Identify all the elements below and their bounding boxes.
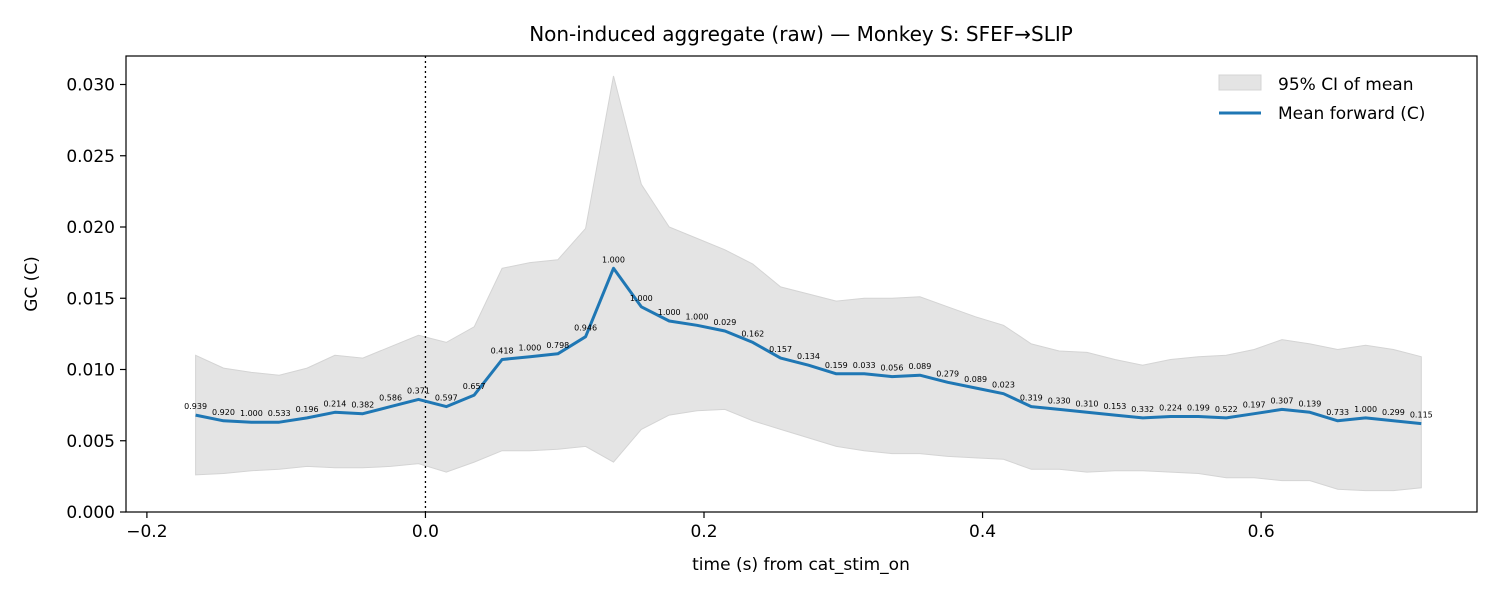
x-axis-label: time (s) from cat_stim_on xyxy=(692,555,910,575)
point-label: 1.000 xyxy=(658,308,681,317)
point-labels-layer: 0.939 0.920 1.000 0.533 0.196 0.214 0.382 0.586… xyxy=(184,255,1433,419)
point-label: 0.139 xyxy=(1298,399,1321,408)
y-axis-label: GC (C) xyxy=(22,256,42,312)
point-label: 1.000 xyxy=(630,294,653,303)
point-label: 1.000 xyxy=(1354,405,1377,414)
mean-line-layer xyxy=(195,266,1422,426)
point-label: 0.522 xyxy=(1215,405,1238,414)
point-label: 0.279 xyxy=(936,369,959,378)
point-label: 0.153 xyxy=(1103,402,1126,411)
point-label: 0.332 xyxy=(1131,405,1154,414)
x-tick-label: 0.0 xyxy=(412,522,439,542)
x-tick-label: −0.2 xyxy=(126,522,167,542)
point-label: 0.199 xyxy=(1187,404,1210,413)
y-tick-label: 0.015 xyxy=(66,289,115,309)
legend-label-mean: Mean forward (C) xyxy=(1278,104,1425,124)
y-tick-label: 0.010 xyxy=(66,361,115,381)
point-label: 0.056 xyxy=(881,364,904,373)
point-label: 0.224 xyxy=(1159,404,1182,413)
point-label: 0.920 xyxy=(212,408,235,417)
point-label: 1.000 xyxy=(518,344,541,353)
point-label: 0.597 xyxy=(435,394,458,403)
y-tick-label: 0.020 xyxy=(66,218,115,238)
legend-swatch-ci xyxy=(1218,74,1262,91)
y-tick-label: 0.005 xyxy=(66,432,115,452)
point-label: 0.330 xyxy=(1048,396,1071,405)
point-label: 0.371 xyxy=(407,386,430,395)
point-label: 0.310 xyxy=(1076,399,1099,408)
x-axis: −0.2 0.0 0.2 0.4 0.6 xyxy=(126,512,1275,542)
point-label: 0.033 xyxy=(853,361,876,370)
point-label: 0.197 xyxy=(1243,401,1266,410)
point-label: 0.029 xyxy=(713,318,736,327)
y-tick-label: 0.030 xyxy=(66,76,115,96)
y-tick-label: 0.000 xyxy=(66,503,115,523)
point-label: 1.000 xyxy=(240,409,263,418)
point-label: 0.115 xyxy=(1410,411,1433,420)
point-label: 0.533 xyxy=(268,409,291,418)
point-label: 0.023 xyxy=(992,381,1015,390)
point-label: 0.307 xyxy=(1271,396,1294,405)
x-tick-label: 0.2 xyxy=(690,522,717,542)
point-label: 1.000 xyxy=(602,255,625,264)
point-label: 0.299 xyxy=(1382,408,1405,417)
y-axis: 0.000 0.005 0.010 0.015 0.020 0.025 0.030 xyxy=(66,76,126,523)
point-label: 0.946 xyxy=(574,324,597,333)
point-label: 0.586 xyxy=(379,394,402,403)
point-label: 0.214 xyxy=(323,399,346,408)
point-label: 0.382 xyxy=(351,401,374,410)
point-label: 0.319 xyxy=(1020,394,1043,403)
ci-band xyxy=(195,75,1422,492)
point-label: 0.159 xyxy=(825,361,848,370)
legend: 95% CI of mean Mean forward (C) xyxy=(1218,74,1425,124)
point-label: 0.089 xyxy=(908,362,931,371)
point-label: 0.733 xyxy=(1326,408,1349,417)
point-label: 0.657 xyxy=(463,382,486,391)
ci-band-layer xyxy=(195,75,1422,492)
point-label: 0.418 xyxy=(491,347,514,356)
point-label: 0.157 xyxy=(769,345,792,354)
y-tick-label: 0.025 xyxy=(66,147,115,167)
mean-forward-line xyxy=(195,266,1422,426)
chart-title: Non-induced aggregate (raw) — Monkey S: … xyxy=(529,22,1073,46)
legend-label-ci: 95% CI of mean xyxy=(1278,75,1413,95)
point-label: 0.162 xyxy=(741,329,764,338)
point-label: 0.798 xyxy=(546,341,569,350)
plot-frame xyxy=(125,55,1478,513)
point-label: 0.134 xyxy=(797,352,820,361)
point-label: 0.939 xyxy=(184,402,207,411)
x-tick-label: 0.4 xyxy=(969,522,996,542)
point-label: 1.000 xyxy=(686,312,709,321)
point-label: 0.089 xyxy=(964,375,987,384)
x-tick-label: 0.6 xyxy=(1248,522,1275,542)
point-label: 0.196 xyxy=(296,405,319,414)
